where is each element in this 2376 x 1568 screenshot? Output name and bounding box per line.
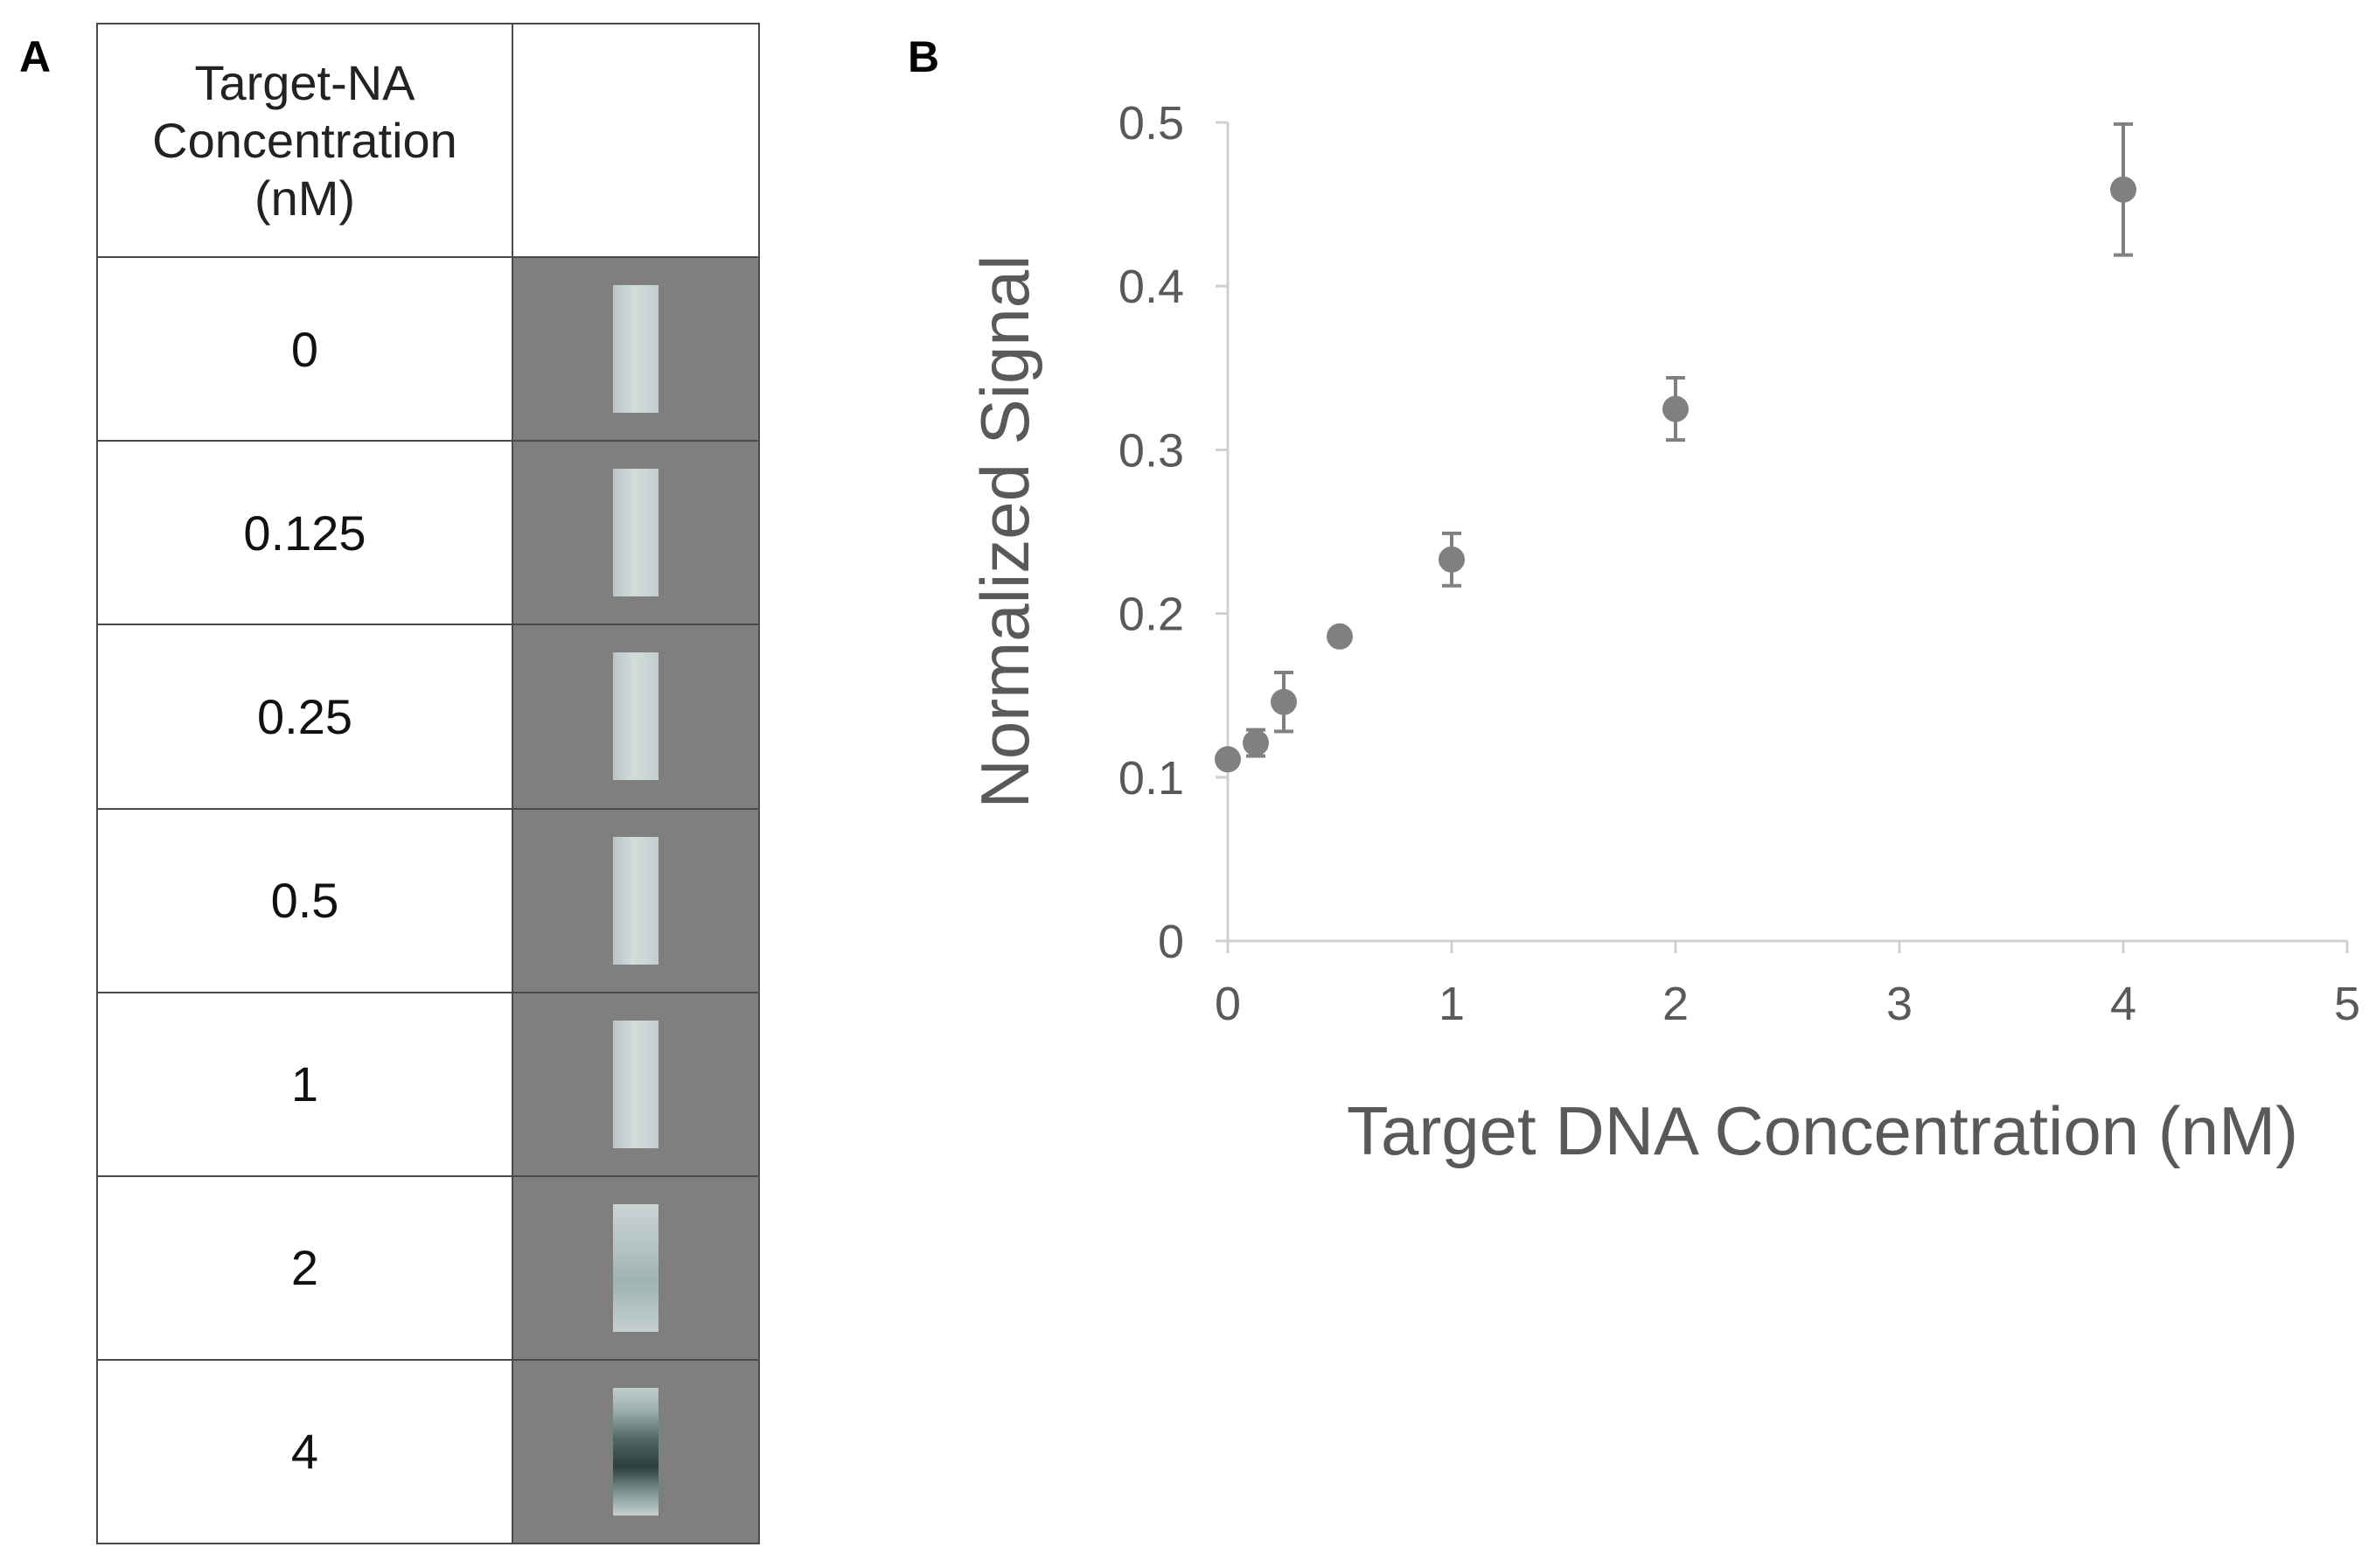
strip-cell	[512, 991, 760, 1177]
y-tick-label: 0	[1158, 916, 1184, 968]
x-tick-label: 1	[1439, 978, 1465, 1030]
table-row: 0.5	[96, 807, 760, 993]
data-points	[1215, 176, 2136, 773]
test-strip-image	[613, 652, 658, 781]
concentration-value: 0.25	[96, 624, 513, 810]
data-point	[1243, 729, 1269, 756]
x-tick-label: 5	[2334, 978, 2360, 1030]
strip-cell	[512, 440, 760, 626]
x-tick-label: 3	[1886, 978, 1913, 1030]
test-strip-image	[613, 285, 658, 414]
data-point	[1439, 546, 1465, 573]
data-point	[1327, 623, 1353, 650]
y-tick-label: 0.3	[1118, 424, 1184, 477]
concentration-value: 2	[96, 1174, 513, 1361]
x-ticks: 0 1 2 3 4 5	[1215, 941, 2360, 1030]
strip-cell	[512, 256, 760, 443]
concentration-value: 0.125	[96, 440, 513, 626]
table-row: 0.25	[96, 624, 760, 810]
test-strip-image	[613, 1387, 658, 1516]
strip-cell	[512, 1358, 760, 1545]
table-row: 4	[96, 1358, 760, 1545]
x-axis-title: Target DNA Concentration (nM)	[1347, 1092, 2298, 1169]
table-header-row: Target-NA Concentration (nM)	[96, 22, 760, 259]
x-tick-label: 2	[1662, 978, 1689, 1030]
error-bars	[1218, 122, 2133, 768]
data-point	[1271, 688, 1297, 715]
data-point	[2110, 176, 2136, 203]
header-line-2: Concentration	[152, 112, 457, 168]
table-row: 1	[96, 991, 760, 1177]
scatter-chart: 0 0.1 0.2 0.3 0.4 0.5 0 1 2 3 4 5 Normalized Signa…	[966, 97, 2360, 1169]
data-point	[1662, 395, 1689, 422]
concentration-value: 1	[96, 991, 513, 1177]
y-axis-title: Normalized Signal	[966, 255, 1043, 809]
strip-cell	[512, 624, 760, 810]
concentration-value: 0	[96, 256, 513, 443]
header-line-3: (nM)	[254, 170, 356, 226]
table-row: 2	[96, 1174, 760, 1361]
strip-header	[512, 22, 760, 259]
table-row: 0	[96, 256, 760, 443]
y-ticks: 0 0.1 0.2 0.3 0.4 0.5	[1118, 97, 1228, 968]
concentration-value: 0.5	[96, 807, 513, 993]
y-tick-label: 0.1	[1118, 752, 1184, 805]
y-tick-label: 0.2	[1118, 589, 1184, 641]
header-line-1: Target-NA	[194, 54, 415, 110]
test-strip-table: Target-NA Concentration (nM) 0 0.125 0.2…	[96, 22, 760, 1545]
panel-label-a: A	[19, 32, 52, 81]
table-row: 0.125	[96, 440, 760, 626]
strip-cell	[512, 1174, 760, 1361]
test-strip-image	[613, 836, 658, 965]
panel-label-b: B	[908, 32, 940, 81]
x-tick-label: 4	[2110, 978, 2136, 1030]
y-tick-label: 0.4	[1118, 261, 1184, 313]
data-point	[1215, 746, 1241, 773]
x-tick-label: 0	[1215, 978, 1241, 1030]
y-tick-label: 0.5	[1118, 97, 1184, 150]
concentration-header: Target-NA Concentration (nM)	[96, 22, 513, 259]
test-strip-image	[613, 1203, 658, 1332]
strip-cell	[512, 807, 760, 993]
test-strip-image	[613, 469, 658, 597]
concentration-value: 4	[96, 1358, 513, 1545]
test-strip-image	[613, 1020, 658, 1148]
